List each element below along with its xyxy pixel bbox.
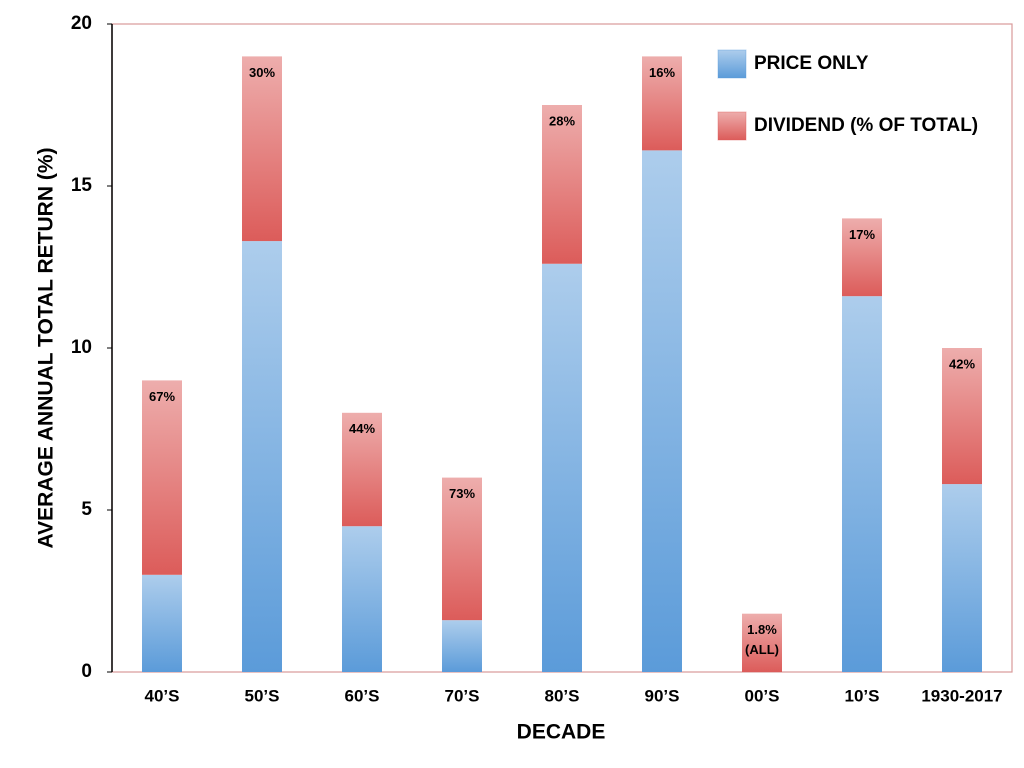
x-tick-label: 60’S — [345, 686, 380, 705]
x-tick-label: 50’S — [245, 686, 280, 705]
legend-swatch — [717, 111, 747, 141]
bar-label: 42% — [949, 356, 975, 371]
bar-label: 28% — [549, 113, 575, 128]
bar-label: 73% — [449, 486, 475, 501]
bar-segment — [142, 380, 182, 575]
y-tick-label: 0 — [81, 661, 92, 682]
x-tick-label: 80’S — [545, 686, 580, 705]
bar-segment — [142, 574, 182, 672]
bar-label: 17% — [849, 227, 875, 242]
bar-segment — [342, 412, 382, 527]
bar-segment — [742, 613, 782, 672]
x-tick-label: 10’S — [845, 686, 880, 705]
y-axis-title: AVERAGE ANNUAL TOTAL RETURN (%) — [35, 148, 58, 549]
x-tick-label: 40’S — [145, 686, 180, 705]
x-tick-label: 00’S — [745, 686, 780, 705]
bar-label: 16% — [649, 65, 675, 80]
x-tick-label: 1930-2017 — [921, 686, 1002, 705]
y-tick-label: 5 — [81, 499, 92, 520]
bar-label: 67% — [149, 389, 175, 404]
bar-segment — [242, 56, 282, 242]
bar-label: 30% — [249, 65, 275, 80]
bar-segment — [542, 105, 582, 264]
bar-label: (ALL) — [745, 642, 779, 657]
bar-segment — [942, 348, 982, 485]
y-tick-label: 10 — [71, 337, 92, 358]
bar-segment — [442, 620, 482, 672]
bar-segment — [942, 484, 982, 672]
bar-segment — [642, 150, 682, 673]
bar-segment — [842, 296, 882, 672]
bar-segment — [442, 477, 482, 621]
bar-segment — [342, 526, 382, 672]
y-tick-label: 20 — [71, 13, 92, 34]
bar-segment — [642, 56, 682, 151]
legend-label: DIVIDEND (% OF TOTAL) — [754, 115, 978, 136]
bar-segment — [242, 241, 282, 672]
x-tick-label: 90’S — [645, 686, 680, 705]
legend-label: PRICE ONLY — [754, 53, 869, 74]
legend-swatch — [717, 49, 747, 79]
x-axis-title: DECADE — [517, 721, 606, 744]
x-tick-label: 70’S — [445, 686, 480, 705]
bar-label: 44% — [349, 421, 375, 436]
bar-label: 1.8% — [747, 622, 777, 637]
y-tick-label: 15 — [71, 175, 93, 196]
bar-segment — [842, 218, 882, 297]
bar-segment — [542, 263, 582, 672]
